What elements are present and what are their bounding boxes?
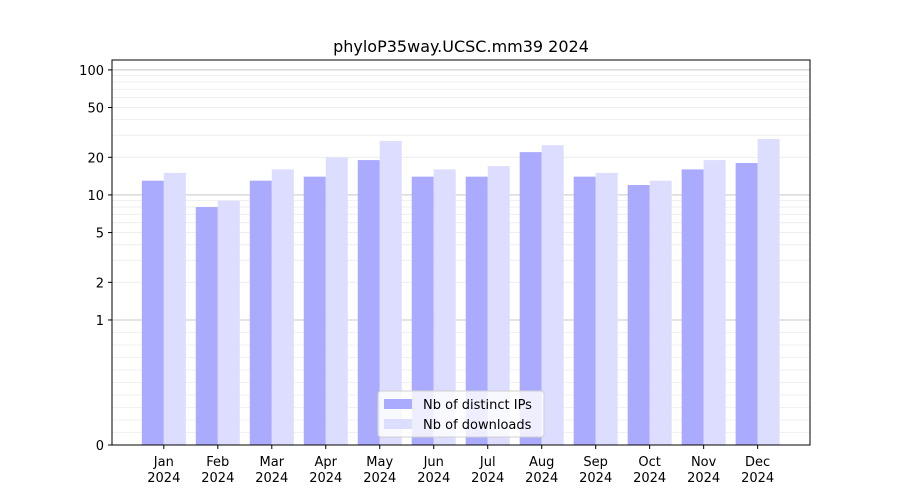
bar-downloads bbox=[757, 139, 780, 445]
y-tick-label: 5 bbox=[96, 227, 104, 242]
legend-label: Nb of distinct IPs bbox=[423, 398, 532, 413]
legend: Nb of distinct IPs Nb of downloads bbox=[377, 390, 545, 438]
x-tick-label: Mar 2024 bbox=[255, 455, 288, 486]
bar-downloads bbox=[379, 140, 402, 445]
bar-distinct-ips bbox=[573, 176, 596, 445]
bar-distinct-ips bbox=[141, 180, 164, 445]
bar-distinct-ips bbox=[411, 176, 434, 445]
legend-swatch bbox=[384, 399, 412, 409]
x-tick-label: May 2024 bbox=[363, 455, 396, 486]
legend-swatch bbox=[384, 419, 412, 429]
plot-frame bbox=[111, 59, 811, 446]
x-tick-label: Jan 2024 bbox=[147, 455, 180, 486]
x-axis: Jan 2024 Feb 2024 Mar 2024 Apr 2024 May 2024 Jun 20… bbox=[147, 445, 774, 486]
bar-distinct-ips bbox=[519, 152, 542, 445]
x-tick-label: Dec 2024 bbox=[741, 455, 774, 486]
y-tick-label: 1 bbox=[96, 314, 104, 329]
bar-downloads bbox=[433, 169, 456, 445]
y-tick-label: 2 bbox=[96, 276, 104, 291]
x-tick-label: Oct 2024 bbox=[633, 455, 666, 486]
bar-downloads bbox=[271, 169, 294, 445]
x-tick-label: Feb 2024 bbox=[201, 455, 234, 486]
bars bbox=[141, 139, 780, 445]
bar-distinct-ips bbox=[465, 176, 488, 445]
x-tick-label: Aug 2024 bbox=[525, 455, 558, 486]
y-tick-label: 10 bbox=[87, 189, 104, 204]
chart-title: phyloP35way.UCSC.mm39 2024 bbox=[333, 37, 589, 56]
bar-downloads bbox=[163, 172, 186, 445]
bar-distinct-ips bbox=[735, 163, 758, 445]
x-tick-label: Apr 2024 bbox=[309, 455, 342, 486]
legend-box bbox=[377, 390, 545, 438]
x-tick-label: Jul 2024 bbox=[471, 455, 504, 486]
legend-label: Nb of downloads bbox=[423, 418, 532, 433]
y-tick-label: 0 bbox=[96, 439, 104, 454]
bar-downloads bbox=[595, 172, 618, 445]
y-tick-label: 50 bbox=[87, 102, 104, 117]
bar-downloads bbox=[325, 157, 348, 445]
x-tick-label: Jun 2024 bbox=[417, 455, 450, 486]
bar-distinct-ips bbox=[357, 160, 380, 445]
x-tick-label: Nov 2024 bbox=[687, 455, 720, 486]
bar-downloads bbox=[487, 166, 510, 445]
bar-downloads bbox=[541, 145, 564, 445]
bar-distinct-ips bbox=[249, 180, 272, 445]
y-axis: 0 1 2 5 10 20 50 100 bbox=[79, 64, 112, 454]
y-tick-label: 100 bbox=[79, 64, 104, 79]
bar-downloads bbox=[649, 180, 672, 445]
bar-downloads bbox=[703, 160, 726, 445]
bar-distinct-ips bbox=[195, 207, 218, 445]
bar-distinct-ips bbox=[627, 185, 650, 445]
bar-downloads bbox=[217, 200, 240, 445]
bar-distinct-ips bbox=[303, 176, 326, 445]
y-tick-label: 20 bbox=[87, 151, 104, 166]
bar-distinct-ips bbox=[681, 169, 704, 445]
x-tick-label: Sep 2024 bbox=[579, 455, 612, 486]
